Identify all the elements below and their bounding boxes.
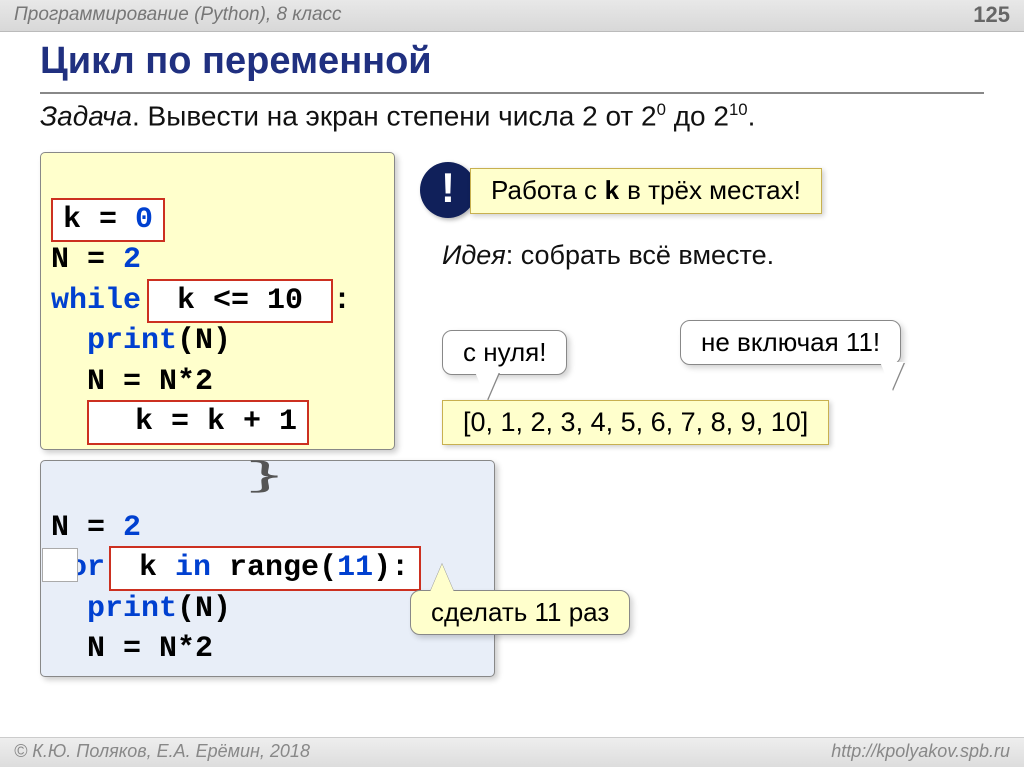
code1-l2b: 2: [123, 243, 141, 277]
task-label: Задача: [40, 100, 132, 131]
title-underline: [40, 92, 984, 94]
note1-before: Работа с: [491, 175, 604, 205]
callout-excl11-tail: [880, 362, 904, 390]
callout-from-zero-tail: [475, 372, 499, 400]
page-title: Цикл по переменной: [40, 40, 432, 83]
callout-do11: сделать 11 раз: [410, 590, 630, 635]
code2-l2e: 11: [337, 551, 373, 585]
code2-l2f: ):: [373, 551, 409, 585]
idea-line: Идея: собрать всё вместе.: [442, 240, 774, 271]
code2-l3a: print: [51, 592, 177, 626]
code2-l4: N = N*2: [51, 632, 213, 666]
code1-l3c: :: [333, 284, 351, 318]
code1-l6-hl: k = k + 1: [87, 400, 309, 445]
callout-from-zero-text: с нуля!: [463, 337, 546, 367]
callout-do11-text: сделать 11 раз: [431, 597, 609, 627]
code2-l2d: range(: [211, 551, 337, 585]
note-three-places: Работа с k в трёх местах!: [470, 168, 822, 214]
code1-l4a: print: [51, 324, 177, 358]
code1-l1-hl: k = 0: [51, 198, 165, 243]
brace-icon: ︷: [230, 460, 377, 494]
note1-mono: k: [604, 177, 620, 207]
callout-do11-tail: [430, 564, 454, 592]
idea-label: Идея: [442, 240, 506, 270]
code1-l5: N = N*2: [51, 365, 213, 399]
task-text-2: до 2: [666, 100, 729, 131]
callout-excl11-text: не включая 11!: [701, 327, 880, 357]
task-text-3: .: [748, 100, 756, 131]
range-list-text: [0, 1, 2, 3, 4, 5, 6, 7, 8, 9, 10]: [463, 407, 808, 437]
code1-l1a: k =: [63, 203, 135, 237]
idea-text: : собрать всё вместе.: [506, 240, 774, 270]
footer-left: © К.Ю. Поляков, Е.А. Ерёмин, 2018: [14, 741, 310, 761]
code2-l2-hl: k in range(11):: [109, 546, 421, 591]
task-text-1: . Вывести на экран степени числа 2 от 2: [132, 100, 657, 131]
code2-l3b: (N): [177, 592, 231, 626]
callout-from-zero: с нуля!: [442, 330, 567, 375]
code2-l1a: N =: [51, 511, 123, 545]
code1-l2a: N =: [51, 243, 123, 277]
slide: Программирование (Python), 8 класс 125 Ц…: [0, 0, 1024, 767]
code1-l1b: 0: [135, 203, 153, 237]
task-sup-1: 10: [729, 100, 748, 119]
callout-excl11: не включая 11!: [680, 320, 901, 365]
code1-l3a: while: [51, 284, 141, 318]
code1-l3b: k <= 10: [159, 284, 321, 318]
footer-right: http://kpolyakov.spb.ru: [831, 741, 1010, 762]
course-label: Программирование (Python), 8 класс: [14, 4, 342, 25]
code2-l1b: 2: [123, 511, 141, 545]
note1-after: в трёх местах!: [620, 175, 801, 205]
header-bar: Программирование (Python), 8 класс 125: [0, 0, 1024, 32]
page-number: 125: [973, 2, 1010, 28]
code2-l2c: in: [175, 551, 211, 585]
white-patch: [42, 548, 78, 582]
code1-l4b: (N): [177, 324, 231, 358]
code-while-box: k = 0 N = 2 while k <= 10 : print(N) N =…: [40, 152, 395, 450]
code2-l2b: k: [121, 551, 175, 585]
code1-l6: k = k + 1: [99, 405, 297, 439]
task-sup-0: 0: [657, 100, 666, 119]
code1-l3-hl: k <= 10: [147, 279, 333, 324]
range-list: [0, 1, 2, 3, 4, 5, 6, 7, 8, 9, 10]: [442, 400, 829, 445]
task-statement: Задача. Вывести на экран степени числа 2…: [40, 100, 755, 132]
exclamation-icon: !: [420, 162, 476, 218]
